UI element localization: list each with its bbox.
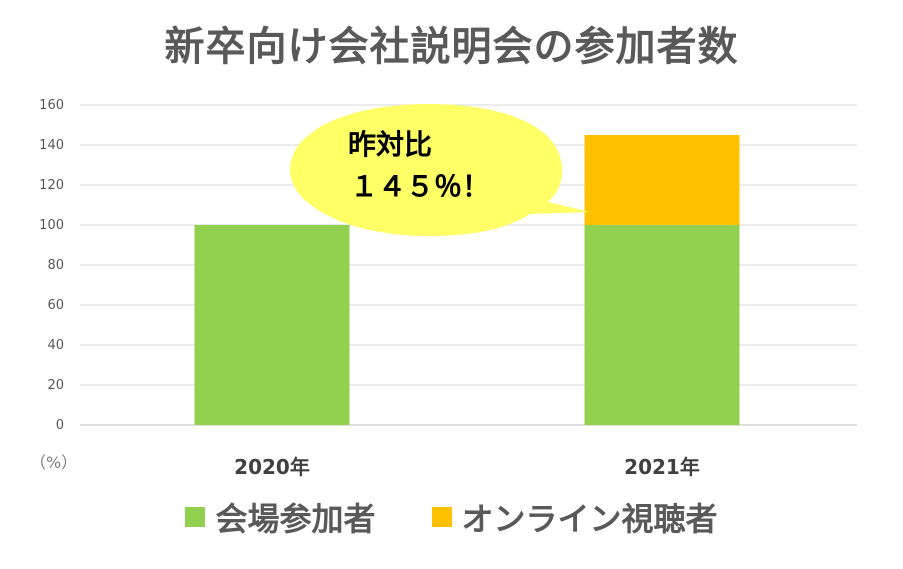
y-tick-label: 80 bbox=[47, 258, 64, 273]
y-tick-label: 140 bbox=[39, 138, 64, 153]
y-tick-label: 40 bbox=[47, 338, 64, 353]
x-category-label: 2021年 bbox=[624, 455, 700, 479]
y-tick-label: 60 bbox=[47, 298, 64, 313]
legend-item-venue: 会場参加者 bbox=[185, 494, 376, 540]
legend: 会場参加者 オンライン視聴者 bbox=[0, 494, 903, 540]
legend-label-online: オンライン視聴者 bbox=[461, 500, 718, 538]
legend-swatch-venue bbox=[185, 507, 206, 527]
bars bbox=[194, 135, 740, 425]
x-axis-categories: 2020年 2021年 bbox=[234, 455, 700, 479]
y-tick-label: 100 bbox=[39, 218, 64, 233]
callout-line2: １４５％！ bbox=[350, 170, 490, 203]
bar-online-1 bbox=[584, 135, 740, 225]
y-tick-label: 20 bbox=[47, 378, 64, 393]
y-tick-label: 0 bbox=[56, 418, 64, 433]
y-unit-label: （%） bbox=[30, 453, 77, 472]
legend-label-venue: 会場参加者 bbox=[215, 500, 376, 538]
callout-shape bbox=[290, 104, 590, 236]
x-category-label: 2020年 bbox=[234, 455, 310, 479]
callout-line1: 昨対比 bbox=[348, 128, 432, 161]
legend-swatch-online bbox=[431, 507, 452, 527]
callout-bubble: 昨対比 １４５％！ bbox=[290, 104, 590, 236]
y-tick-label: 160 bbox=[39, 98, 64, 113]
chart-title: 新卒向け会社説明会の参加者数 bbox=[164, 24, 739, 70]
bar-venue-1 bbox=[584, 225, 740, 425]
y-tick-label: 120 bbox=[39, 178, 64, 193]
y-axis-ticks: 0 20 40 60 80 100 120 140 160 bbox=[39, 98, 64, 433]
legend-item-online: オンライン視聴者 bbox=[431, 494, 718, 540]
bar-venue-0 bbox=[194, 225, 350, 425]
